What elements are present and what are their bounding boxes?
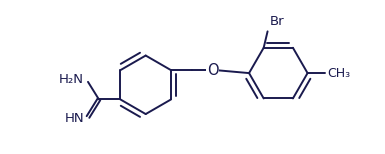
Text: Br: Br bbox=[270, 15, 284, 28]
Text: CH₃: CH₃ bbox=[327, 67, 350, 80]
Text: H₂N: H₂N bbox=[59, 73, 84, 86]
Text: O: O bbox=[207, 63, 219, 78]
Text: HN: HN bbox=[64, 112, 84, 125]
